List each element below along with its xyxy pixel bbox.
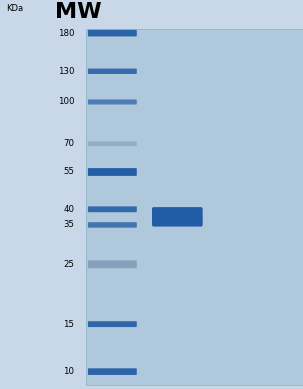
Text: MW: MW <box>55 2 101 22</box>
Text: 25: 25 <box>63 260 74 269</box>
Text: 55: 55 <box>63 168 74 177</box>
FancyBboxPatch shape <box>88 207 137 212</box>
FancyBboxPatch shape <box>88 368 137 375</box>
Text: 70: 70 <box>63 139 74 148</box>
Text: 40: 40 <box>63 205 74 214</box>
Text: 15: 15 <box>63 320 74 329</box>
FancyBboxPatch shape <box>88 68 137 74</box>
Text: 10: 10 <box>63 367 74 376</box>
FancyBboxPatch shape <box>88 321 137 327</box>
Text: 100: 100 <box>58 98 74 107</box>
Text: 180: 180 <box>58 29 74 38</box>
FancyBboxPatch shape <box>88 168 137 176</box>
FancyBboxPatch shape <box>88 142 137 146</box>
Text: 35: 35 <box>63 221 74 230</box>
FancyBboxPatch shape <box>88 100 137 105</box>
FancyBboxPatch shape <box>88 260 137 268</box>
Text: KDa: KDa <box>6 4 23 13</box>
FancyBboxPatch shape <box>152 207 203 226</box>
FancyBboxPatch shape <box>88 30 137 37</box>
Bar <box>86 29 303 385</box>
Text: 130: 130 <box>58 67 74 76</box>
FancyBboxPatch shape <box>88 222 137 228</box>
